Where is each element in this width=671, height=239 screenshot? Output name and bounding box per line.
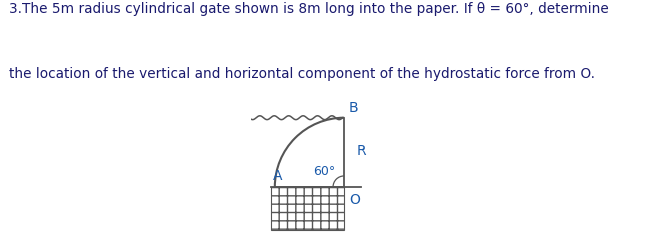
Text: O: O (349, 193, 360, 206)
Bar (271, 187, 344, 230)
Text: R: R (356, 144, 366, 158)
Text: 3.The 5m radius cylindrical gate shown is 8m long into the paper. If θ = 60°, de: 3.The 5m radius cylindrical gate shown i… (9, 2, 609, 16)
Text: the location of the vertical and horizontal component of the hydrostatic force f: the location of the vertical and horizon… (9, 67, 595, 81)
Text: A: A (273, 169, 282, 183)
Text: B: B (349, 101, 358, 115)
Text: 60°: 60° (313, 165, 336, 178)
